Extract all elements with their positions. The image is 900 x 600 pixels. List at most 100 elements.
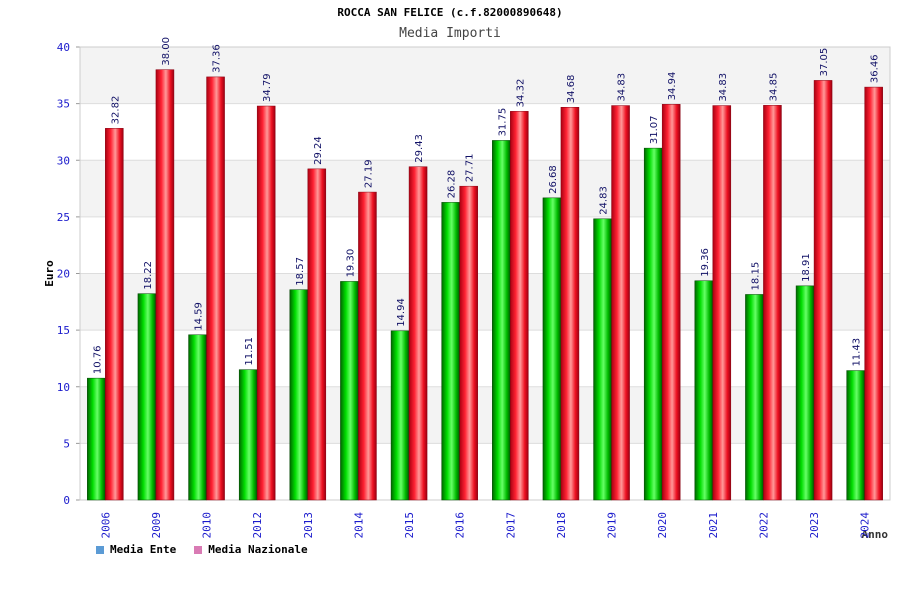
data-label: 19.30	[345, 249, 356, 278]
y-axis-label: Euro	[43, 260, 56, 287]
data-label: 34.83	[718, 73, 729, 102]
y-tick-label: 10	[57, 381, 70, 394]
bar-media-nazionale	[358, 191, 377, 501]
data-label: 31.07	[649, 115, 660, 144]
bar-media-ente	[137, 293, 157, 501]
data-label: 29.43	[414, 134, 425, 163]
bar-media-ente	[87, 377, 106, 501]
x-tick-label: 2006	[99, 512, 112, 539]
data-label: 34.85	[768, 73, 779, 102]
bar-media-ente	[188, 334, 207, 501]
data-label: 24.83	[599, 186, 610, 215]
x-tick-label: 2022	[757, 512, 770, 539]
x-tick-label: 2016	[454, 512, 467, 539]
bar-media-nazionale	[408, 166, 428, 501]
legend-item-ente: Media Ente	[96, 543, 176, 556]
legend: Media Ente Media Nazionale	[96, 543, 308, 556]
y-tick-label: 35	[57, 98, 70, 111]
bar-media-nazionale	[813, 80, 833, 501]
x-tick-label: 2015	[403, 512, 416, 539]
x-tick-label: 2024	[859, 512, 872, 539]
data-label: 14.59	[194, 302, 205, 331]
bar-media-ente	[441, 202, 460, 501]
data-label: 11.51	[244, 337, 255, 366]
legend-swatch-nazionale	[194, 545, 203, 554]
bar-media-ente	[492, 140, 511, 501]
bar-media-ente	[643, 147, 663, 501]
bar-media-nazionale	[510, 111, 529, 501]
x-axis-label: Anno	[862, 528, 889, 541]
bar-media-ente	[289, 289, 309, 501]
x-tick-label: 2021	[707, 512, 720, 539]
y-tick-label: 30	[57, 154, 70, 167]
bar-media-ente	[745, 294, 764, 501]
bar-media-nazionale	[763, 105, 782, 501]
legend-label-nazionale: Media Nazionale	[208, 543, 308, 556]
data-label: 34.94	[667, 72, 678, 101]
bar-media-ente	[340, 281, 359, 501]
data-label: 38.00	[161, 37, 172, 66]
data-label: 37.05	[819, 48, 830, 77]
y-tick-label: 5	[63, 437, 70, 450]
bar-media-ente	[542, 197, 562, 501]
y-tick-label: 0	[63, 494, 70, 507]
x-tick-label: 2018	[555, 512, 568, 539]
bar-media-ente	[390, 330, 410, 501]
bar-media-nazionale	[256, 105, 276, 501]
x-tick-label: 2023	[808, 512, 821, 539]
data-label: 18.57	[295, 257, 306, 286]
data-label: 34.68	[566, 75, 577, 104]
data-label: 34.79	[262, 73, 273, 102]
legend-label-ente: Media Ente	[110, 543, 177, 556]
bar-media-ente	[238, 369, 258, 501]
x-tick-label: 2020	[656, 512, 669, 539]
bar-media-nazionale	[611, 105, 630, 501]
x-tick-label: 2017	[504, 512, 517, 539]
x-tick-label: 2012	[251, 512, 264, 539]
bar-media-nazionale	[661, 104, 681, 501]
x-tick-label: 2009	[150, 512, 163, 539]
bar-media-ente	[694, 280, 714, 501]
data-label: 18.91	[801, 253, 812, 282]
data-label: 27.19	[363, 159, 374, 188]
data-label: 18.22	[143, 261, 154, 290]
data-label: 11.43	[852, 338, 863, 367]
bar-media-nazionale	[105, 128, 124, 501]
data-label: 32.82	[110, 96, 121, 125]
bar-media-nazionale	[206, 76, 225, 501]
bar-media-ente	[846, 370, 865, 501]
y-tick-label: 25	[57, 211, 70, 224]
legend-swatch-ente	[96, 545, 104, 554]
bar-media-nazionale	[864, 86, 883, 501]
data-label: 31.75	[497, 108, 508, 137]
bar-media-ente	[795, 285, 815, 501]
data-label: 36.46	[870, 54, 881, 83]
x-tick-label: 2019	[606, 512, 619, 539]
data-label: 34.32	[515, 79, 526, 108]
chart-subtitle: Media Importi	[399, 26, 501, 41]
bar-media-nazionale	[459, 185, 478, 501]
y-tick-label: 15	[57, 324, 70, 337]
plot-border	[79, 46, 891, 501]
data-label: 14.94	[396, 298, 407, 327]
y-tick-label: 20	[57, 268, 70, 281]
data-label: 10.76	[92, 346, 103, 375]
data-label: 29.24	[313, 136, 324, 165]
legend-item-nazionale: Media Nazionale	[194, 543, 308, 556]
x-tick-label: 2013	[302, 512, 315, 539]
bar-media-ente	[593, 218, 612, 501]
data-label: 26.28	[447, 170, 458, 199]
y-tick-label: 40	[57, 41, 70, 54]
data-label: 18.15	[750, 262, 761, 291]
data-label: 27.71	[465, 154, 476, 183]
bar-media-nazionale	[307, 168, 327, 501]
data-label: 34.83	[617, 73, 628, 102]
data-label: 26.68	[548, 165, 559, 194]
bar-media-nazionale	[560, 106, 580, 501]
x-tick-label: 2014	[352, 512, 365, 539]
x-tick-label: 2010	[201, 512, 214, 539]
bar-media-nazionale	[712, 105, 732, 501]
data-label: 19.36	[700, 248, 711, 277]
